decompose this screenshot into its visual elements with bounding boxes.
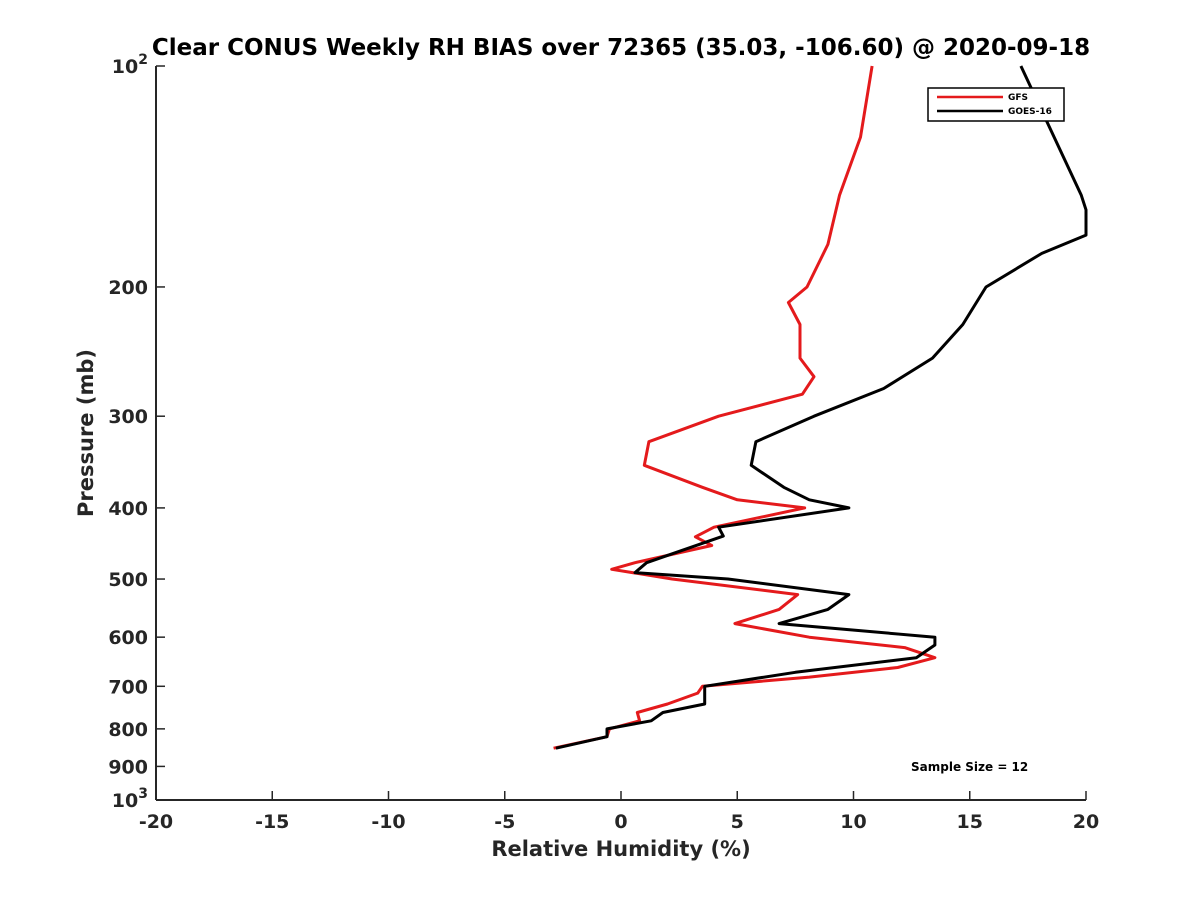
series-line-goes16 [555,65,1088,750]
legend-label-gfs: GFS [1008,93,1028,103]
x-tick-label: 10 [840,811,866,833]
legend: GFS GOES-16 [927,87,1065,122]
axes-layer [155,66,1086,801]
chart-title: Clear CONUS Weekly RH BIAS over 72365 (3… [152,35,1090,61]
y-tick-label: 300 [108,406,148,428]
x-ticks: -20 -15 -10 -5 0 5 10 15 20 [139,791,1099,833]
series-layer [553,65,1088,750]
legend-box [927,87,1065,122]
x-tick-label: 0 [614,811,627,833]
x-tick-label: -5 [494,811,515,833]
x-tick-label: 15 [957,811,983,833]
y-tick-label: 600 [108,627,148,649]
y-tick-label: 800 [108,719,148,741]
y-tick-label: 102 [112,52,148,78]
y-tick-label: 900 [108,756,148,778]
x-axis-label: Relative Humidity (%) [491,837,750,861]
y-axis-label: Pressure (mb) [74,349,98,517]
y-tick-label: 700 [108,676,148,698]
y-tick-label: 500 [108,569,148,591]
x-tick-label: 5 [731,811,744,833]
y-tick-label: 400 [108,498,148,520]
x-tick-label: -20 [139,811,173,833]
x-tick-label: -10 [371,811,405,833]
y-tick-label: 103 [112,786,148,812]
series-line-gfs [553,65,937,750]
y-tick-label: 200 [108,277,148,299]
x-tick-label: 20 [1073,811,1099,833]
y-ticks: 102 200 300 400 500 600 700 800 900 103 [108,52,165,812]
sample-size-annotation: Sample Size = 12 [911,760,1028,774]
legend-label-goes16: GOES-16 [1008,107,1052,117]
plot-area: -20 -15 -10 -5 0 5 10 15 20 102 200 300 400 500 600 70… [108,52,1099,833]
x-tick-label: -15 [255,811,289,833]
